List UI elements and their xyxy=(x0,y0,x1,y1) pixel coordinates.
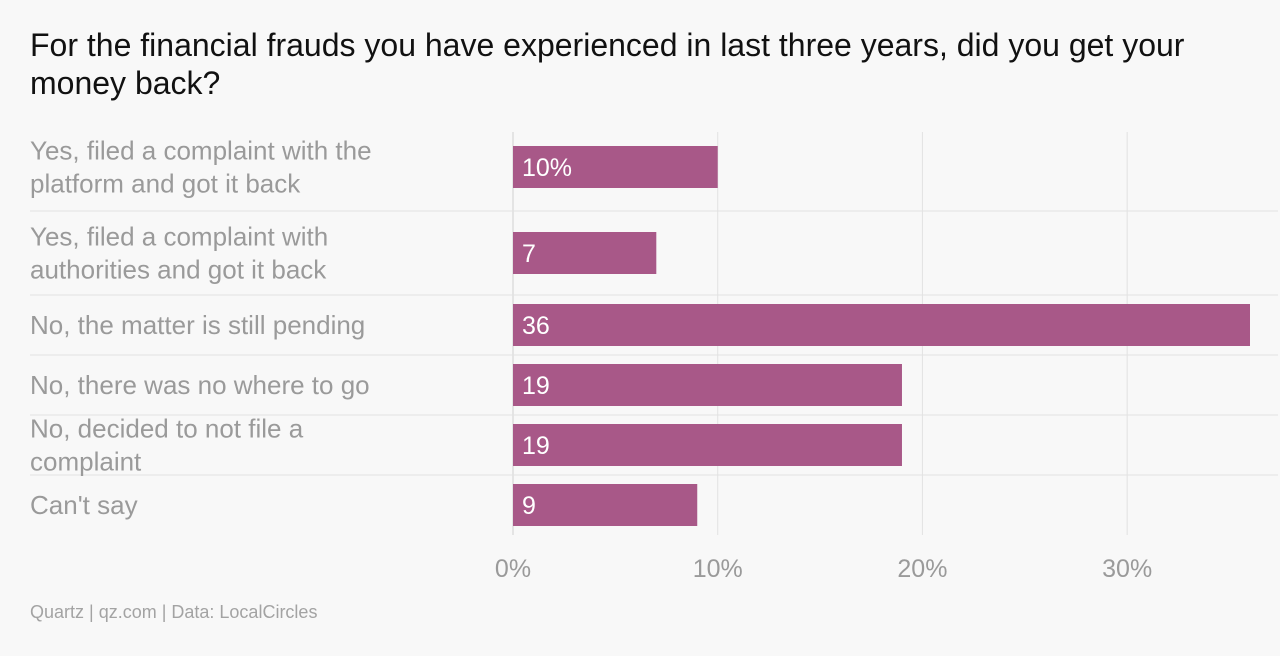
x-axis-ticks: 0% 10% 20% 30% xyxy=(495,555,1152,583)
category-label: Yes, filed a complaint with authorities a… xyxy=(30,222,328,285)
bar-chart: Yes, filed a complaint with the platform … xyxy=(30,132,1278,583)
category-labels: Yes, filed a complaint with the platform … xyxy=(30,136,372,521)
x-tick-label: 0% xyxy=(495,555,531,583)
bar-value-label: 19 xyxy=(522,432,550,460)
bar-value-label: 10% xyxy=(522,154,572,182)
bar xyxy=(513,364,902,406)
bar-value-label: 7 xyxy=(522,240,536,268)
x-tick-label: 30% xyxy=(1102,555,1152,583)
bar-value-label: 9 xyxy=(522,492,536,520)
bars xyxy=(513,146,1250,526)
data-labels: 10% 7 36 19 19 9 xyxy=(522,154,572,520)
category-label: No, there was no where to go xyxy=(30,370,370,400)
x-tick-label: 10% xyxy=(693,555,743,583)
bar xyxy=(513,424,902,466)
source-credit: Quartz | qz.com | Data: LocalCircles xyxy=(30,602,318,622)
bar xyxy=(513,146,718,188)
category-label: Can't say xyxy=(30,490,138,520)
row-separators xyxy=(30,210,1278,476)
bar-value-label: 19 xyxy=(522,372,550,400)
category-label: No, the matter is still pending xyxy=(30,310,365,340)
bar xyxy=(513,484,698,526)
bar xyxy=(513,232,657,274)
bar-value-label: 36 xyxy=(522,312,550,340)
x-tick-label: 20% xyxy=(897,555,947,583)
bar xyxy=(513,304,1250,346)
chart-title: For the financial frauds you have experi… xyxy=(30,27,1185,101)
category-label: Yes, filed a complaint with the platform … xyxy=(30,136,372,199)
category-label: No, decided to not file a complaint xyxy=(30,414,304,477)
